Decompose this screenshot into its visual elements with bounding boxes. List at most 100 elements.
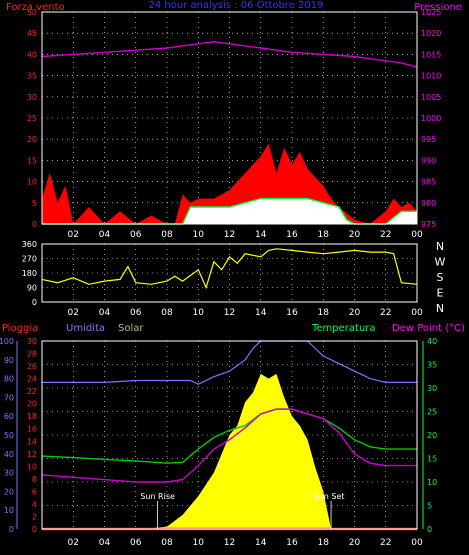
series-temperature [41,408,417,464]
x-tick-label: 10 [193,230,205,240]
x-tick-label: 08 [161,230,173,240]
y-tick-wind: 25 [27,114,37,123]
y-tick-rain: 26 [27,362,37,371]
x-tick-label: 20 [349,230,361,240]
x-tick-label: 12 [224,538,235,548]
panel-direction-frame [41,243,418,303]
y-tick-rain: 12 [27,450,37,459]
y-tick-pressure: 1020 [421,29,441,38]
x-tick-label: 14 [255,308,267,318]
x-tick-label: 16 [286,230,298,240]
y-tick-wind: 5 [32,199,37,208]
series-wind-direction [41,248,418,290]
y-tick-wind: 30 [27,93,37,102]
x-tick-label: 02 [68,538,79,548]
humidity-axis-title: Umidita [66,323,105,334]
y-tick-rain: 8 [32,475,37,484]
x-tick-label: 10 [193,538,205,548]
dewpoint-axis-title: Dew Point (°C) [392,323,465,334]
y-tick-humidity: 10 [4,506,14,515]
x-tick-label: 10 [193,308,205,318]
x-tick-label: 00 [411,538,423,548]
y-tick-wind: 45 [27,29,37,38]
y-tick-temperature: 20 [427,431,437,440]
x-tick-label: 04 [99,308,111,318]
y-tick-rain: 18 [27,412,37,421]
x-tick-label: 16 [286,308,298,318]
y-tick-wind: 10 [27,178,37,187]
sunrise-label: Sun Rise [140,492,175,501]
y-tick-rain: 4 [32,500,37,509]
y-tick-pressure: 990 [421,156,436,165]
series-solar-area [143,373,332,529]
y-tick-temperature: 10 [427,478,437,487]
y-tick-temperature: 40 [427,337,437,346]
y-tick-humidity: 70 [4,393,14,402]
solar-axis-title: Solar [118,323,144,334]
compass-label: N [436,240,444,253]
pressure-axis-title: Pressione [414,2,462,13]
y-tick-temperature: 35 [427,361,437,370]
y-tick-temperature: 5 [427,502,432,511]
y-tick-temperature: 25 [427,408,437,417]
x-tick-label: 18 [318,308,330,318]
panel-temperature-frame [41,340,418,530]
y-tick-wind: 20 [27,135,37,144]
y-tick-rain: 16 [27,425,37,434]
x-tick-label: 06 [130,308,142,318]
y-tick-pressure: 1015 [421,50,441,59]
y-tick-rain: 14 [27,437,37,446]
y-tick-direction: 180 [22,269,37,278]
y-tick-pressure: 995 [421,135,436,144]
compass-label: N [436,302,444,315]
y-tick-temperature: 30 [427,384,437,393]
y-tick-humidity: 0 [9,525,14,534]
x-tick-label: 12 [224,230,235,240]
y-tick-humidity: 100 [0,337,14,346]
x-tick-label: 16 [286,538,298,548]
y-tick-wind: 35 [27,72,37,81]
y-tick-wind: 40 [27,50,37,59]
wind-axis-title: Forza vento [6,2,65,13]
y-tick-rain: 24 [27,375,37,384]
x-tick-label: 22 [380,230,391,240]
chart-title: 24 hour analysis : 06 Ottobre 2019 [149,0,324,11]
x-tick-label: 08 [161,538,173,548]
x-tick-label: 02 [68,308,79,318]
x-tick-label: 04 [99,538,111,548]
y-tick-rain: 10 [27,462,37,471]
x-tick-label: 20 [349,538,361,548]
x-tick-label: 02 [68,230,79,240]
y-tick-temperature: 15 [427,455,437,464]
y-tick-direction: 360 [22,240,37,249]
x-tick-label: 00 [411,230,423,240]
y-tick-humidity: 60 [4,412,14,421]
x-tick-label: 08 [161,308,173,318]
x-tick-label: 22 [380,538,391,548]
rain-axis-title: Pioggia [2,323,38,334]
x-tick-label: 12 [224,308,235,318]
y-tick-direction: 90 [27,284,37,293]
series-dewpoint [41,408,417,483]
y-tick-pressure: 985 [421,178,436,187]
y-tick-rain: 6 [32,487,37,496]
compass-label: E [437,287,444,300]
series-pressure [41,40,418,68]
y-tick-wind: 15 [27,156,37,165]
x-tick-label: 14 [255,230,267,240]
y-tick-humidity: 90 [4,356,14,365]
x-tick-label: 18 [318,538,330,548]
x-tick-label: 06 [130,230,142,240]
y-tick-rain: 30 [27,337,37,346]
series-wind-low-area [42,198,417,224]
x-tick-label: 22 [380,308,391,318]
y-tick-pressure: 1000 [421,114,441,123]
temperature-axis-title: Temperatura [311,323,376,334]
x-tick-label: 14 [255,538,267,548]
y-tick-humidity: 20 [4,487,14,496]
x-tick-label: 20 [349,308,361,318]
panel-wind-frame [41,11,418,225]
y-tick-rain: 20 [27,400,37,409]
y-tick-temperature: 0 [427,525,432,534]
